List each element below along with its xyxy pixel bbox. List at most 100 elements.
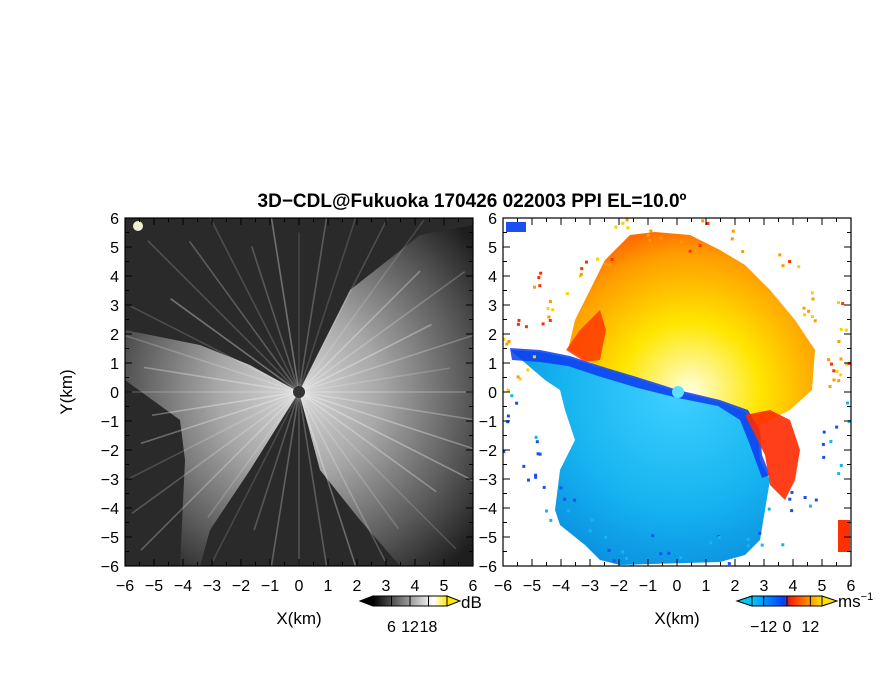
reflectivity-ray [270,391,300,566]
velocity-speckle-pixel [811,297,815,301]
reflectivity-colorbar-left-arrow [358,595,374,607]
reflectivity-tick-marks [124,217,474,567]
velocity-speckle-pixel [542,485,546,489]
velocity-speckle-pixel [839,357,843,361]
velocity-speckle-pixel [621,221,625,225]
reflectivity-ray [127,391,300,480]
velocity-y-tick-label: −5 [479,530,497,547]
reflectivity-y-tick-labels: 6 5 4 3 2 1 0 −1 −2 −3 −4 −5 −6 [101,211,119,576]
velocity-speckle-pixel [610,258,614,261]
velocity-speckle-pixel [626,226,630,230]
velocity-speckle-pixel [778,253,782,257]
reflectivity-ray [298,270,466,393]
velocity-speckle-pixel [510,394,514,398]
reflectivity-ray [298,218,389,393]
velocity-speckle-pixel [604,535,608,539]
velocity-speckle-pixel [547,315,551,319]
reflectivity-ray [298,391,437,493]
velocity-speckle-pixel [839,464,843,467]
velocity-y-tick-label: 4 [488,269,497,286]
velocity-speckle-pixel [788,497,792,501]
velocity-speckle-pixel [839,373,843,377]
velocity-speckle-pixel [579,272,583,276]
reflectivity-x-tick-labels: −6 −5 −4 −3 −2 −1 0 1 2 3 4 5 6 [116,578,478,595]
reflectivity-ray [298,391,457,550]
velocity-speckle-pixel [538,284,542,288]
velocity-speckle-pixel [659,552,663,556]
velocity-speckle-pixel [828,385,832,389]
velocity-speckle-pixel [844,328,848,332]
velocity-colorbar: −12 0 12 ms−1 [735,591,873,636]
velocity-speckle-pixel [688,249,692,253]
reflectivity-rays [125,218,473,566]
velocity-speckle-pixel [659,236,663,240]
velocity-x-tick-labels: −6 −5 −4 −3 −2 −1 0 1 2 3 4 5 6 6 5 4 3 2 1 0 −1 −2 −3 −4 −5 −6 [479,211,856,595]
reflectivity-ray [298,219,425,393]
velocity-speckle-pixel [701,219,705,223]
velocity-x-tick-label: 0 [673,578,682,595]
velocity-y-tick-label: 6 [488,211,497,228]
velocity-y-tick-label: 2 [488,327,497,344]
velocity-speckle-pixel [813,319,817,323]
velocity-speckle-pixel [830,362,833,366]
velocity-speckle-pixel [536,452,540,456]
velocity-speckle-pixel [541,322,545,326]
velocity-speckle-pixel [538,452,542,456]
velocity-speckle-pixel [503,450,506,454]
velocity-speckle-pixel [546,307,550,311]
velocity-x-tick-label: 5 [818,578,827,595]
velocity-speckle-pixel [588,529,592,533]
velocity-y-tick-label: −2 [479,443,497,460]
velocity-y-tick-label: 0 [488,385,497,402]
velocity-speckle-pixel [580,267,584,271]
reflectivity-ray [298,391,473,421]
reflectivity-x-tick-label: 6 [469,578,478,595]
velocity-speckle-pixel [822,430,826,434]
velocity-speckle-pixel [741,250,745,254]
velocity-speckle-pixel [608,263,612,267]
velocity-speckle-pixel [590,518,594,522]
reflectivity-ray [147,240,300,393]
velocity-speckle-pixel [717,536,721,540]
reflectivity-ray [209,218,300,393]
velocity-speckle-pixel [505,342,509,346]
velocity-speckle-pixel [567,509,571,513]
reflectivity-ray [298,391,400,530]
velocity-speckle-pixel [518,377,522,381]
velocity-speckle-pixel [853,391,856,394]
velocity-speckle-pixel [679,556,683,560]
velocity-speckle-pixel [498,397,501,400]
reflectivity-ray [131,391,300,514]
velocity-speckle-pixel [607,548,611,552]
velocity-speckle-pixel [810,291,814,295]
velocity-speckle-pixel [803,313,807,317]
reflectivity-ray [125,334,300,393]
velocity-speckle-pixel [746,538,750,541]
velocity-west-edge [566,310,606,362]
velocity-speckle-pixel [814,498,818,502]
reflectivity-colorbar-unit: dB [461,593,482,612]
velocity-speckle-pixel [537,276,541,280]
velocity-speckle-pixel [506,420,510,424]
velocity-speckle-pixel [539,271,543,275]
velocity-speckle-pixel [648,239,652,242]
reflectivity-ray [298,323,432,393]
corner-echo [133,221,143,231]
velocity-x-tick-label: 4 [789,578,798,595]
reflectivity-x-tick-label: 0 [295,578,304,595]
reflectivity-ray [298,391,328,566]
velocity-speckle-pixel [548,319,552,322]
velocity-y-tick-label: 3 [488,298,497,315]
velocity-speckle-pixel [746,544,750,548]
velocity-speckle-pixel [706,222,710,225]
reflectivity-x-tick-label: 3 [382,578,391,595]
velocity-speckle-pixel [767,507,771,511]
velocity-speckle-pixel [625,218,629,222]
velocity-speckle-pixel [527,478,530,482]
velocity-shear-band [510,348,770,478]
velocity-speckle-pixel [731,229,735,233]
velocity-x-tick-label: 6 [847,578,856,595]
reflectivity-y-tick-label: −5 [101,530,119,547]
velocity-speckle-pixel [506,388,510,392]
